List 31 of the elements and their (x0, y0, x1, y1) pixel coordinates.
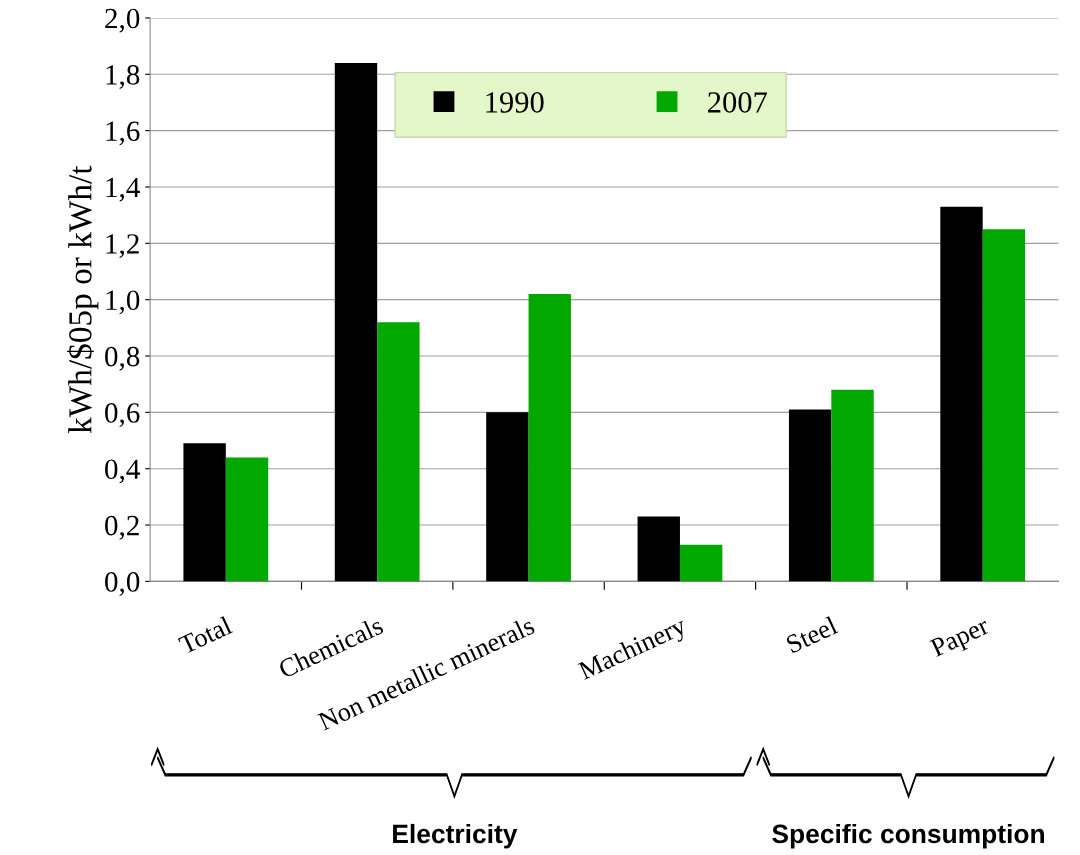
x-tick-label: Paper (929, 616, 993, 662)
y-tick-label: 0,8 (105, 346, 140, 371)
y-axis-title: kWh/$05p or kWh/t (67, 165, 99, 434)
y-tick-label: 0,4 (105, 459, 140, 484)
bar (377, 322, 420, 582)
bar (528, 294, 571, 582)
bar (679, 544, 723, 582)
y-tick-label: 2,0 (105, 8, 140, 33)
text: Specific consumption (772, 823, 1044, 849)
bar (637, 516, 680, 582)
y-tick-label: 0,2 (105, 515, 139, 540)
y-tick-label: 1,0 (106, 290, 140, 315)
legend-label: 1990 (486, 92, 544, 113)
y-tick-label: 0,0 (105, 572, 140, 596)
y-tick-label: 1,6 (106, 121, 140, 146)
x-tick-label: Total (177, 615, 234, 655)
bar (788, 409, 832, 582)
text: Electricity (393, 823, 518, 849)
bar (486, 412, 529, 582)
y-tick-label: 1,2 (106, 234, 139, 258)
bar (183, 443, 226, 582)
bar (940, 206, 983, 582)
legend-label: 2007 (708, 92, 767, 113)
x-tick-label: Steel (785, 615, 839, 654)
bar (831, 389, 874, 582)
y-tick-label: 0,6 (105, 403, 140, 427)
y-tick-label: 1,4 (106, 177, 140, 202)
bar (982, 229, 1026, 582)
bar (225, 457, 269, 582)
y-tick-label: 1,8 (106, 65, 140, 89)
bar (334, 63, 378, 582)
